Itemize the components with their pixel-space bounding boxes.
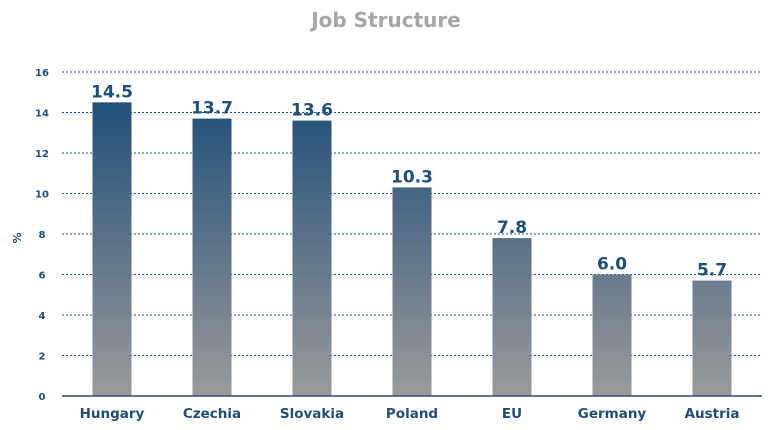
- data-label: 6.0: [597, 255, 627, 275]
- y-tick-label: 4: [39, 311, 46, 322]
- bar-eu: [492, 238, 532, 396]
- y-tick-label: 6: [39, 271, 46, 282]
- y-axis-ticks: 0 2 4 6 8 10 12 14 16: [35, 68, 49, 403]
- x-tick-label: Slovakia: [280, 406, 344, 422]
- y-tick-label: 10: [35, 190, 49, 201]
- y-tick-label: 12: [35, 149, 49, 160]
- x-tick-label: Germany: [578, 406, 647, 422]
- data-label: 13.6: [291, 101, 333, 121]
- bar-germany: [592, 274, 632, 396]
- x-tick-label: EU: [502, 406, 522, 422]
- x-axis-ticks: Hungary Czechia Slovakia Poland EU Germany Aus…: [80, 406, 740, 422]
- x-tick-label: Hungary: [80, 406, 145, 422]
- bar-czechia: [192, 118, 232, 396]
- chart-title: Job Structure: [309, 8, 461, 32]
- data-label: 14.5: [91, 82, 133, 102]
- bars: [92, 102, 732, 396]
- data-label: 7.8: [497, 218, 527, 238]
- data-labels: 14.5 13.7 13.6 10.3 7.8 6.0 5.7: [91, 82, 727, 280]
- bar-austria: [692, 280, 732, 396]
- y-tick-label: 16: [35, 68, 49, 79]
- bar-slovakia: [292, 120, 332, 396]
- x-tick-label: Poland: [386, 406, 438, 422]
- y-tick-label: 2: [39, 352, 46, 363]
- x-tick-label: Austria: [685, 406, 740, 422]
- data-label: 10.3: [391, 167, 433, 187]
- data-label: 5.7: [697, 261, 727, 281]
- data-label: 13.7: [191, 99, 233, 119]
- y-axis-label: %: [11, 232, 24, 243]
- y-tick-label: 14: [35, 109, 49, 120]
- bar-poland: [392, 187, 432, 396]
- y-tick-label: 8: [39, 230, 46, 241]
- bar-hungary: [92, 102, 132, 396]
- y-tick-label: 0: [39, 392, 46, 403]
- x-tick-label: Czechia: [183, 406, 241, 422]
